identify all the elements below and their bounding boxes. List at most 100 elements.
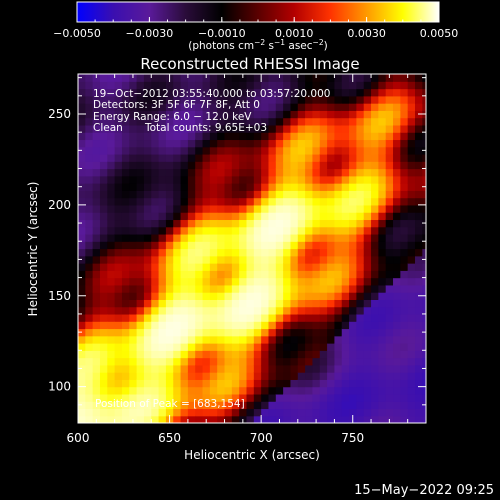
- heatmap-cell: [239, 393, 248, 402]
- heatmap-cell: [253, 219, 262, 228]
- heatmap-cell: [187, 321, 196, 330]
- heatmap-cell: [268, 386, 277, 395]
- heatmap-cell: [129, 299, 138, 308]
- heatmap-cell: [319, 190, 328, 199]
- heatmap-cell: [129, 313, 138, 322]
- heatmap-cell: [371, 233, 379, 242]
- heatmap-cell: [187, 197, 196, 206]
- heatmap-cell: [334, 284, 343, 293]
- heatmap-cell: [312, 124, 321, 133]
- heatmap-cell: [305, 212, 314, 221]
- heatmap-cell: [158, 299, 167, 308]
- heatmap-cell: [202, 153, 211, 162]
- heatmap-cell: [356, 270, 365, 279]
- heatmap-cell: [121, 299, 130, 308]
- heatmap-cell: [121, 386, 130, 395]
- heatmap-cell: [121, 284, 130, 293]
- heatmap-cell: [239, 357, 248, 366]
- heatmap-cell: [400, 393, 409, 402]
- heatmap-cell: [129, 95, 138, 104]
- heatmap-cell: [378, 212, 387, 221]
- heatmap-cell: [136, 190, 145, 199]
- heatmap-cell: [195, 95, 204, 104]
- heatmap-cell: [187, 168, 196, 177]
- heatmap-cell: [400, 197, 409, 206]
- heatmap-cell: [129, 88, 138, 97]
- heatmap-cell: [239, 255, 248, 264]
- heatmap-cell: [312, 270, 321, 279]
- heatmap-cell: [217, 401, 226, 410]
- heatmap-cell: [393, 313, 401, 322]
- heatmap-cell: [356, 219, 365, 228]
- heatmap-cell: [297, 124, 306, 133]
- heatmap-cell: [415, 146, 423, 155]
- heatmap-cell: [239, 190, 248, 199]
- heatmap-cell: [143, 168, 152, 177]
- heatmap-cell: [356, 161, 365, 170]
- heatmap-cell: [85, 81, 94, 90]
- heatmap-cell: [209, 183, 218, 191]
- heatmap-cell: [385, 393, 394, 402]
- heatmap-cell: [180, 190, 189, 199]
- heatmap-cell: [114, 408, 123, 417]
- heatmap-cell: [85, 415, 94, 423]
- heatmap-cell: [78, 393, 86, 402]
- heatmap-cell: [151, 328, 160, 337]
- heatmap-cell: [224, 335, 233, 344]
- heatmap-cell: [407, 95, 416, 104]
- heatmap-cell: [209, 226, 218, 235]
- heatmap-cell: [378, 335, 387, 344]
- heatmap-cell: [341, 190, 350, 199]
- heatmap-cell: [92, 393, 101, 402]
- heatmap-cell: [209, 401, 218, 410]
- heatmap-cell: [187, 110, 196, 119]
- heatmap-cell: [349, 321, 357, 330]
- annotation-total-counts: Total counts: 9.65E+03: [144, 122, 267, 134]
- heatmap-cell: [158, 74, 167, 82]
- heatmap-cell: [341, 277, 350, 286]
- heatmap-cell: [371, 241, 379, 250]
- heatmap-cell: [143, 233, 152, 242]
- heatmap-cell: [78, 284, 86, 293]
- heatmap-cell: [261, 204, 270, 213]
- heatmap-cell: [180, 95, 189, 104]
- heatmap-cell: [173, 408, 182, 417]
- heatmap-cell: [99, 81, 108, 90]
- heatmap-cell: [305, 183, 314, 191]
- heatmap-cell: [349, 197, 357, 206]
- heatmap-cell: [253, 263, 262, 271]
- heatmap-cell: [371, 110, 379, 119]
- heatmap-cell: [114, 233, 123, 242]
- heatmap-cell: [246, 219, 255, 228]
- heatmap-cell: [297, 175, 306, 184]
- heatmap-cell: [407, 103, 416, 111]
- heatmap-cell: [151, 386, 160, 395]
- heatmap-cell: [78, 306, 86, 315]
- heatmap-cell: [356, 248, 365, 257]
- heatmap-cell: [290, 386, 299, 395]
- heatmap-cell: [114, 175, 123, 184]
- heatmap-cell: [327, 146, 336, 155]
- heatmap-cell: [327, 74, 336, 82]
- heatmap-cell: [312, 255, 321, 264]
- heatmap-cell: [297, 379, 306, 388]
- heatmap-cell: [253, 132, 262, 141]
- heatmap-cell: [400, 212, 409, 221]
- heatmap-cell: [92, 364, 101, 373]
- heatmap-cell: [209, 393, 218, 402]
- heatmap-cell: [99, 117, 108, 126]
- heatmap-cell: [393, 335, 401, 344]
- heatmap-cell: [371, 175, 379, 184]
- heatmap-cell: [356, 81, 365, 90]
- heatmap-cell: [407, 328, 416, 337]
- heatmap-cell: [99, 103, 108, 111]
- heatmap-cell: [275, 124, 284, 133]
- heatmap-cell: [246, 175, 255, 184]
- heatmap-cell: [136, 328, 145, 337]
- heatmap-cell: [415, 132, 423, 141]
- heatmap-cell: [121, 124, 130, 133]
- heatmap-cell: [136, 161, 145, 170]
- heatmap-cell: [187, 393, 196, 402]
- heatmap-cell: [107, 197, 116, 206]
- heatmap-cell: [290, 393, 299, 402]
